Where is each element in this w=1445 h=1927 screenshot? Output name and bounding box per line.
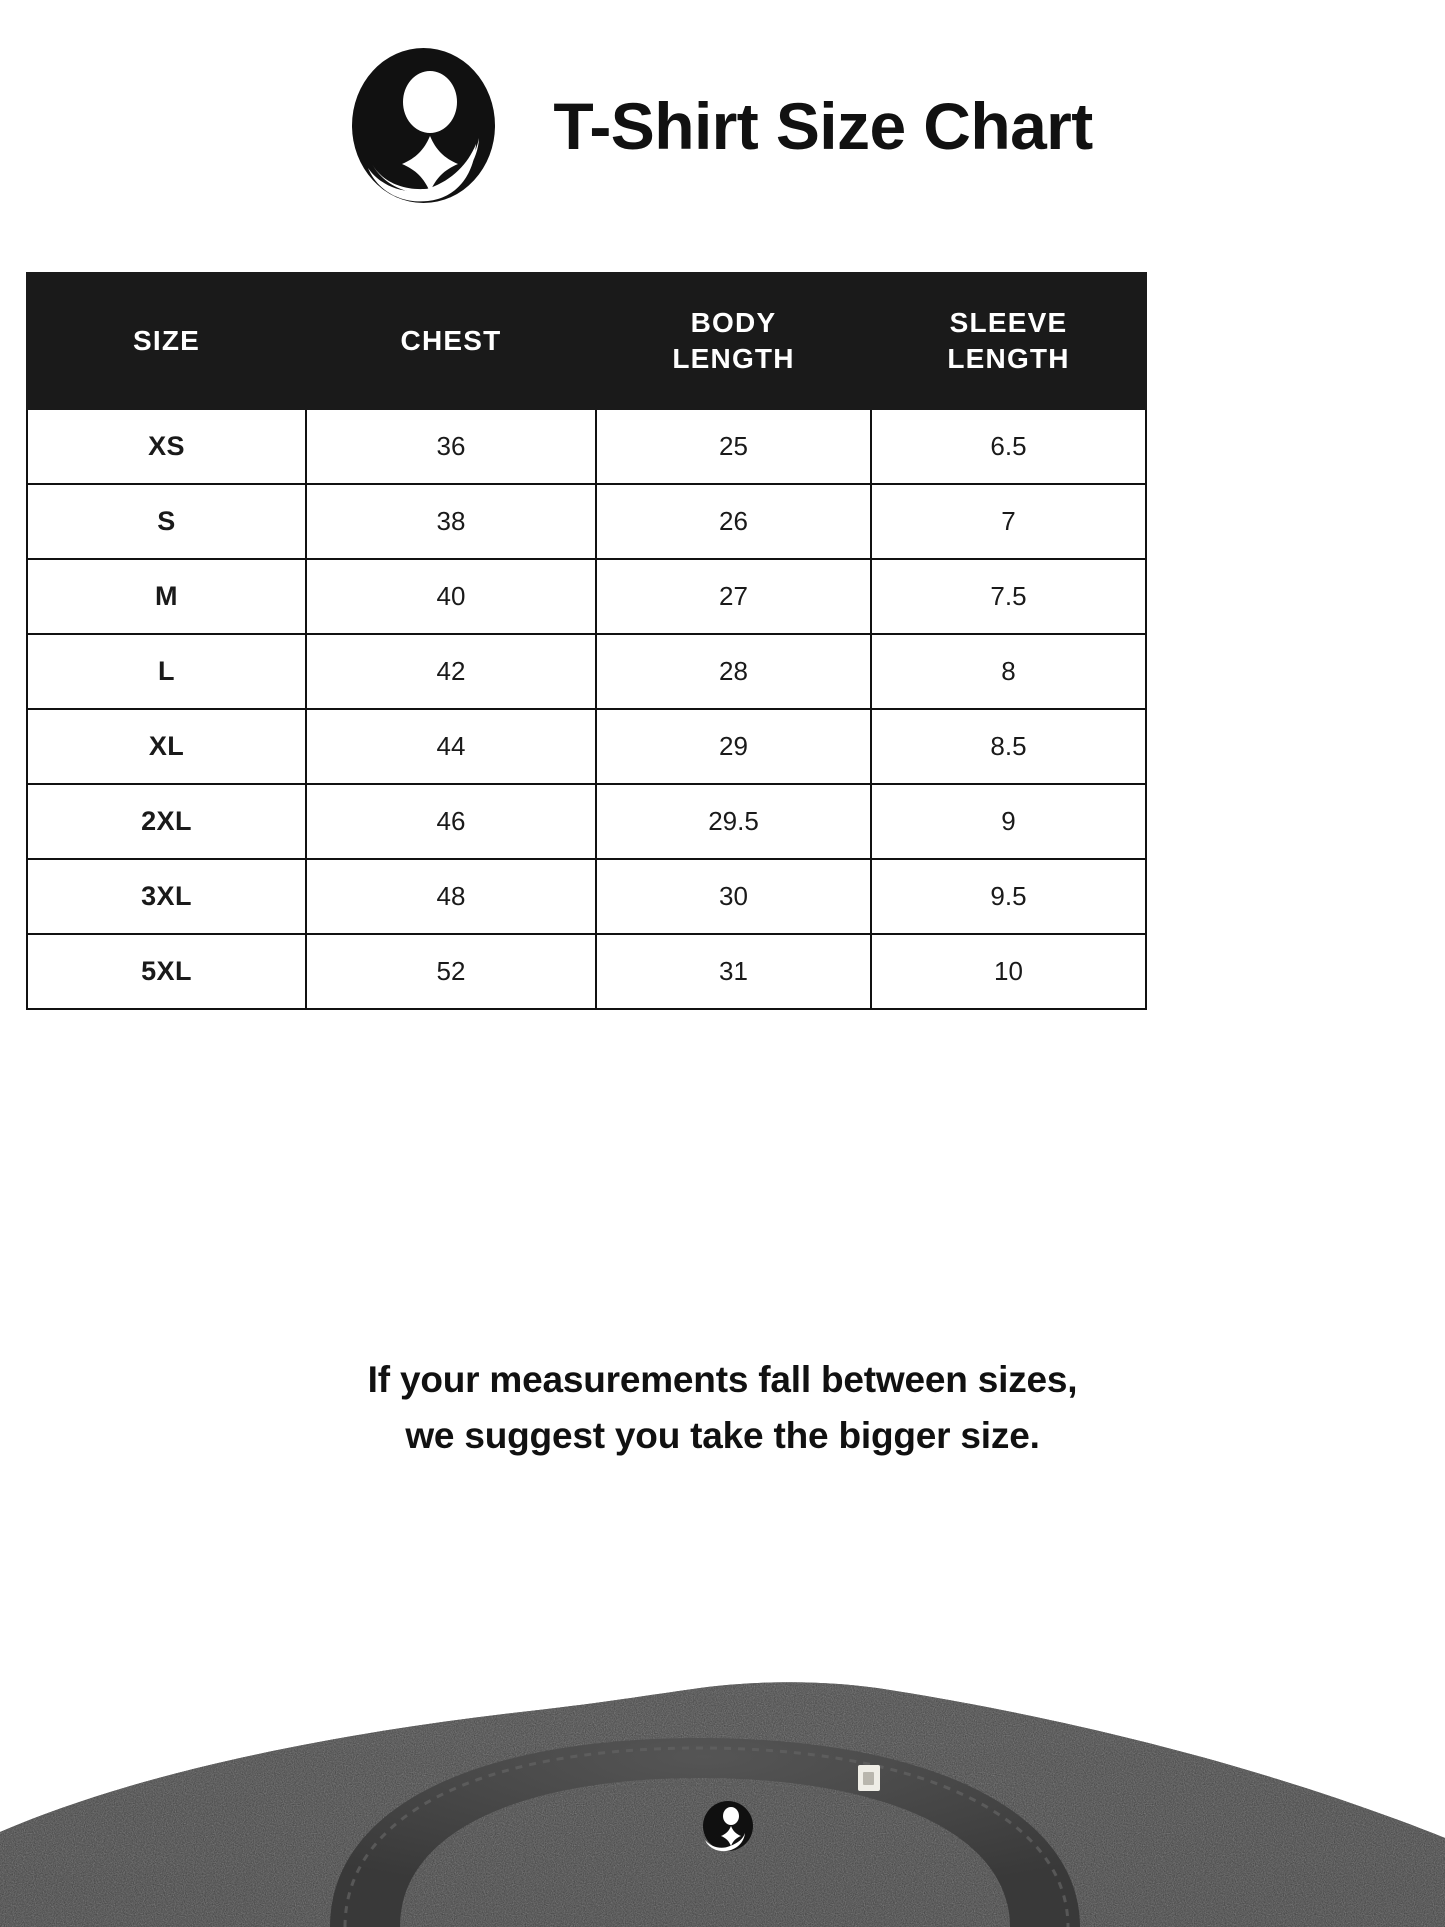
table-row: 2XL 46 29.5 9	[26, 783, 1147, 860]
cell-body: 31	[595, 933, 872, 1010]
cell-size: 2XL	[26, 783, 307, 860]
cell-body: 30	[595, 858, 872, 935]
cell-chest: 42	[305, 633, 597, 710]
cell-chest: 40	[305, 558, 597, 635]
cell-chest: 48	[305, 858, 597, 935]
cell-body: 29	[595, 708, 872, 785]
cell-size: XS	[26, 408, 307, 485]
table-header-row: SIZE CHEST BODY LENGTH SLEEVE LENGTH	[26, 272, 1147, 410]
cell-body: 28	[595, 633, 872, 710]
table-row: 5XL 52 31 10	[26, 933, 1147, 1010]
column-header-body-length: BODY LENGTH	[595, 272, 872, 410]
cell-size: 5XL	[26, 933, 307, 1010]
cell-size: M	[26, 558, 307, 635]
cell-size: XL	[26, 708, 307, 785]
tshirt-photo	[0, 1570, 1445, 1927]
sizing-note: If your measurements fall between sizes,…	[0, 1352, 1445, 1463]
cell-body: 26	[595, 483, 872, 560]
cell-chest: 44	[305, 708, 597, 785]
sizing-note-line1: If your measurements fall between sizes,	[367, 1359, 1078, 1400]
page-header: T-Shirt Size Chart	[0, 38, 1445, 213]
table-row: XS 36 25 6.5	[26, 408, 1147, 485]
table-row: L 42 28 8	[26, 633, 1147, 710]
column-header-size-line1: SIZE	[132, 325, 201, 357]
cell-chest: 36	[305, 408, 597, 485]
cell-body: 29.5	[595, 783, 872, 860]
cell-chest: 38	[305, 483, 597, 560]
mother-and-child-logo-icon	[352, 48, 496, 203]
table-row: M 40 27 7.5	[26, 558, 1147, 635]
neck-tag-logo-icon	[703, 1801, 753, 1852]
cell-sleeve: 9.5	[870, 858, 1147, 935]
cell-sleeve: 7	[870, 483, 1147, 560]
cell-sleeve: 8	[870, 633, 1147, 710]
column-header-body-length-line2: LENGTH	[672, 343, 795, 374]
cell-sleeve: 9	[870, 783, 1147, 860]
tshirt-body	[0, 1682, 1445, 1927]
column-header-sleeve-length-line1: SLEEVE	[949, 307, 1068, 339]
column-header-size: SIZE	[26, 272, 307, 410]
column-header-sleeve-length: SLEEVE LENGTH	[870, 272, 1147, 410]
cell-body: 27	[595, 558, 872, 635]
size-chart-table: SIZE CHEST BODY LENGTH SLEEVE LENGTH XS …	[26, 272, 1147, 1010]
column-header-body-length-line1: BODY	[690, 307, 777, 339]
table-row: 3XL 48 30 9.5	[26, 858, 1147, 935]
column-header-chest-line1: CHEST	[400, 325, 502, 357]
cell-size: L	[26, 633, 307, 710]
cell-size: S	[26, 483, 307, 560]
cell-sleeve: 8.5	[870, 708, 1147, 785]
cell-body: 25	[595, 408, 872, 485]
page-title: T-Shirt Size Chart	[553, 88, 1093, 163]
cell-chest: 52	[305, 933, 597, 1010]
care-label-icon	[858, 1765, 880, 1791]
table-row: XL 44 29 8.5	[26, 708, 1147, 785]
cell-sleeve: 10	[870, 933, 1147, 1010]
cell-sleeve: 7.5	[870, 558, 1147, 635]
column-header-sleeve-length-line2: LENGTH	[947, 343, 1070, 374]
cell-size: 3XL	[26, 858, 307, 935]
cell-chest: 46	[305, 783, 597, 860]
tshirt-collar	[330, 1738, 1080, 1927]
column-header-chest: CHEST	[305, 272, 597, 410]
sizing-note-line2: we suggest you take the bigger size.	[405, 1414, 1040, 1456]
table-row: S 38 26 7	[26, 483, 1147, 560]
cell-sleeve: 6.5	[870, 408, 1147, 485]
